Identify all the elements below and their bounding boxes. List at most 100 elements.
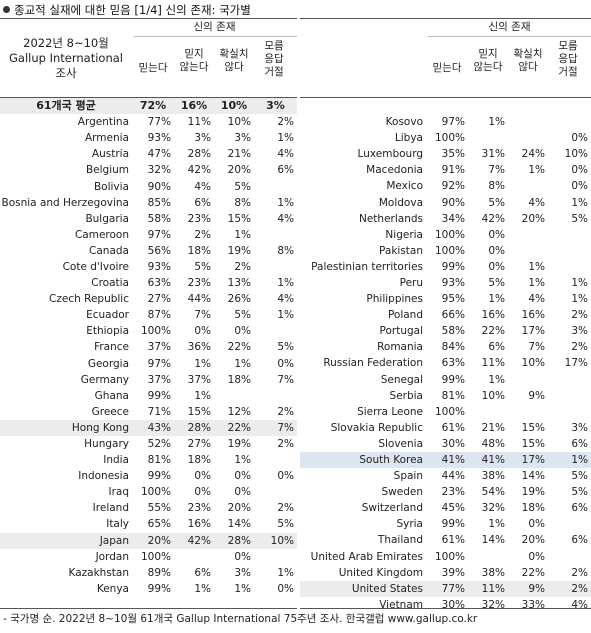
country-name: Libya [394,132,423,145]
value-not-believe: 18% [187,244,211,257]
value-not-believe: 10% [481,389,505,402]
country-name: Bolivia [93,180,129,193]
value-dk: 4% [277,148,294,161]
value-dk: 3% [571,421,588,434]
value-believe: 20% [132,532,174,549]
table-row: Libya 100% 0% [300,130,591,146]
value-not-sure: 17% [508,451,548,469]
value-dk: 2% [277,502,294,515]
value-not-sure: 10% [227,116,251,129]
country-name: Japan [0,532,132,549]
country-name: Romania [377,341,423,354]
value-dk [548,259,591,275]
value-not-believe: 18% [187,454,211,467]
table-row: Poland 66% 16% 16% 2% [300,307,591,323]
value-not-sure [508,114,548,130]
value-not-believe: 22% [481,325,505,338]
value-not-believe: 28% [187,148,211,161]
value-believe: 100% [434,405,465,418]
table-row: Sweden 23% 54% 19% 5% [300,484,591,500]
country-name: Hungary [84,438,129,451]
value-not-sure: 20% [521,212,545,225]
value-not-believe: 7% [488,164,505,177]
country-name: Indonesia [78,470,129,483]
value-not-believe: 1% [488,293,505,306]
value-dk: 4% [571,598,588,611]
value-not-believe: 2% [194,228,211,241]
value-dk: 17% [564,357,588,370]
value-believe: 61% [441,534,465,547]
country-name: Germany [80,373,129,386]
average-dk: 3% [254,98,297,115]
value-not-believe: 0% [194,470,211,483]
value-not-believe: 3% [194,132,211,145]
table-row: Croatia 63% 23% 13% 1% [0,275,297,291]
value-not-believe [174,549,214,565]
value-dk: 3% [571,325,588,338]
value-dk: 6% [277,164,294,177]
value-believe: 93% [147,132,171,145]
value-believe: 58% [441,325,465,338]
table-row: Cameroon 97% 2% 1% [0,227,297,243]
table-row: Japan 20% 42% 28% 10% [0,532,297,549]
value-believe: 100% [140,325,171,338]
value-dk: 2% [571,566,588,579]
table-row: Slovenia 30% 48% 15% 6% [300,436,591,452]
value-believe: 100% [434,228,465,241]
value-believe: 100% [434,244,465,257]
value-not-sure: 14% [521,470,545,483]
value-not-believe: 8% [488,180,505,193]
survey-label-line-2: Gallup International [9,51,123,65]
value-not-believe: 11% [481,357,505,370]
value-not-believe: 4% [194,180,211,193]
value-believe: 99% [441,373,465,386]
table-row: Philippines 95% 1% 4% 1% [300,291,591,307]
value-not-believe: 15% [187,405,211,418]
value-not-believe: 1% [194,582,211,595]
value-believe: 30% [441,437,465,450]
country-name: Syria [396,518,423,531]
table-row: Switzerland 45% 32% 18% 6% [300,500,591,516]
value-dk: 5% [277,341,294,354]
country-name: Russian Federation [323,357,423,370]
country-name: Moldova [378,196,423,209]
value-believe: 44% [441,470,465,483]
value-believe: 81% [441,389,465,402]
country-name: Croatia [91,277,129,290]
value-believe: 89% [147,566,171,579]
value-not-believe: 6% [194,566,211,579]
value-not-sure: 22% [227,341,251,354]
col-believe-right: 믿는다 [432,62,462,74]
country-name: Armenia [84,132,129,145]
value-not-believe: 0% [194,486,211,499]
table-row: Italy 65% 16% 14% 5% [0,516,297,532]
value-believe: 39% [441,566,465,579]
value-dk: 0% [571,132,588,145]
value-believe: 34% [441,212,465,225]
value-not-sure: 5% [234,180,251,193]
value-dk: 2% [277,116,294,129]
table-row: Bosnia and Herzegovina 85% 6% 8% 1% [0,195,297,211]
group-label-right: 신의 존재 [488,21,531,33]
value-believe: 99% [147,470,171,483]
value-not-believe: 1% [488,518,505,531]
value-not-believe: 32% [481,502,505,515]
value-dk [548,549,591,565]
value-believe: 55% [147,502,171,515]
value-believe: 95% [441,293,465,306]
table-row: Belgium 32% 42% 20% 6% [0,162,297,178]
table-row: Kenya 99% 1% 1% 0% [0,581,297,597]
country-name: France [94,341,129,354]
value-not-believe: 42% [174,532,214,549]
table-row: Czech Republic 27% 44% 26% 4% [0,291,297,307]
table-row: Cote d'Ivoire 93% 5% 2% [0,259,297,275]
country-name: Thailand [377,534,423,547]
value-dk: 8% [277,244,294,257]
value-not-sure: 17% [521,325,545,338]
table-row: Senegal 99% 1% [300,372,591,388]
value-not-sure: 15% [521,421,545,434]
value-believe: 37% [147,341,171,354]
value-dk [548,243,591,259]
country-name: Nigeria [385,228,423,241]
value-believe: 99% [441,518,465,531]
